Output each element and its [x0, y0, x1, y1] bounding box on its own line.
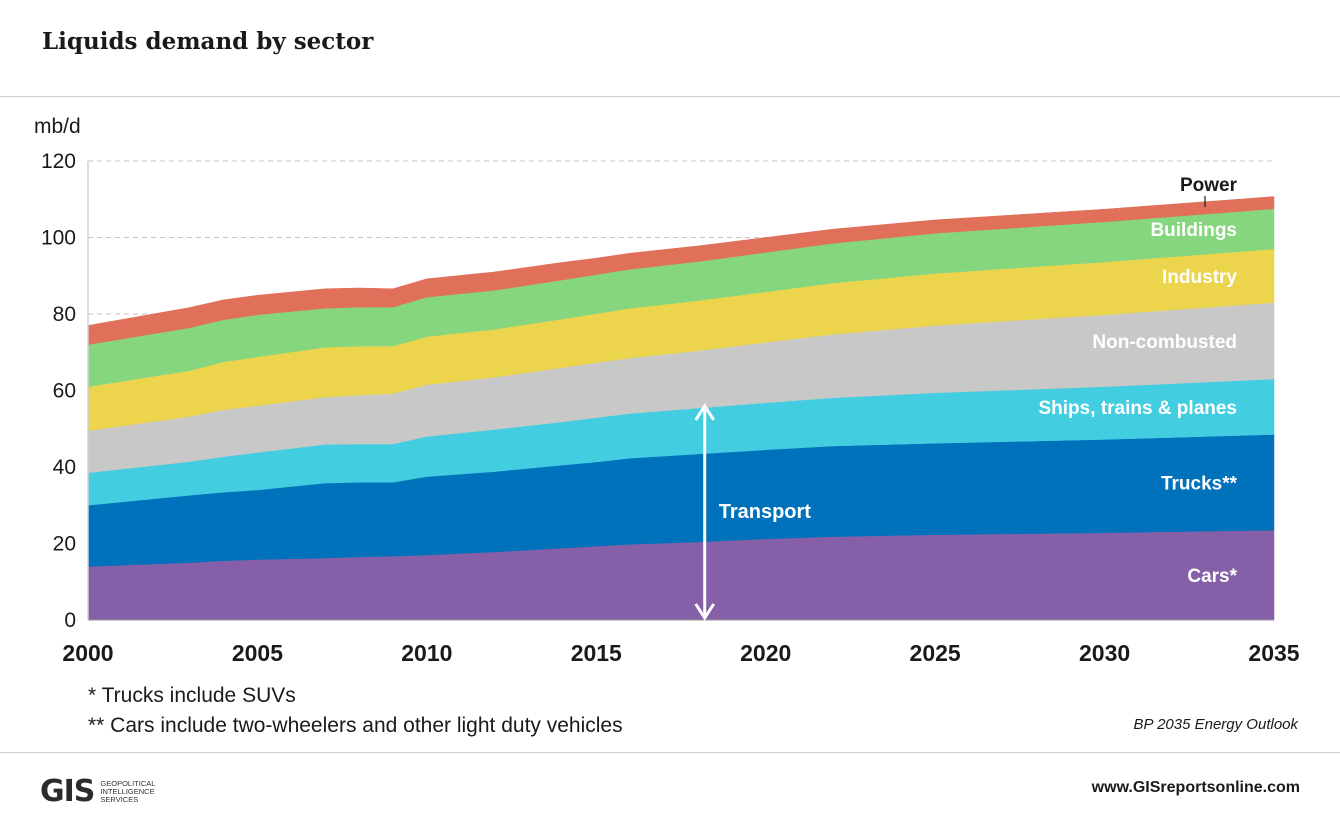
area-power [87, 196, 1275, 345]
y-tick-label: 100 [41, 227, 76, 250]
y-tick-label: 60 [53, 380, 76, 403]
stacked-area-chart: 0 20 40 60 80 100 120 mb/d 2000 2005 2010 2015 2020 2… [34, 115, 1300, 666]
y-tick-label: 20 [53, 533, 76, 556]
x-tick-label: 2025 [910, 640, 961, 666]
chart-title: Liquids demand by sector [42, 28, 374, 55]
gis-logo-mark: GIS [40, 774, 95, 809]
series-label-trucks: Trucks** [1161, 473, 1238, 494]
x-tick-label: 2030 [1079, 640, 1130, 666]
x-tick-label: 2000 [62, 640, 113, 666]
header-divider [0, 96, 1340, 97]
footnote-cars: ** Cars include two-wheelers and other l… [88, 714, 623, 737]
footer-divider [0, 752, 1340, 753]
series-label-power: Power [1180, 175, 1238, 196]
x-tick-label: 2015 [571, 640, 622, 666]
series-label-buildings: Buildings [1150, 220, 1237, 241]
x-tick-label: 2005 [232, 640, 283, 666]
logo-text-line: GEOPOLITICAL [100, 778, 156, 788]
website-url[interactable]: www.GISreportsonline.com [1091, 779, 1300, 796]
transport-label: Transport [719, 501, 812, 523]
footnote-trucks: * Trucks include SUVs [88, 684, 296, 707]
series-label-ships-trains-planes: Ships, trains & planes [1039, 398, 1238, 419]
y-tick-label: 0 [64, 609, 76, 632]
y-tick-label: 80 [53, 303, 76, 326]
logo-text-line: SERVICES [100, 794, 139, 804]
x-tick-label: 2020 [740, 640, 791, 666]
y-tick-label: 120 [41, 150, 76, 173]
gis-logo: GIS GEOPOLITICAL INTELLIGENCE SERVICES [40, 774, 155, 809]
x-tick-label: 2010 [401, 640, 452, 666]
series-label-cars: Cars* [1187, 566, 1237, 587]
gis-logo-text: GEOPOLITICAL INTELLIGENCE SERVICES [100, 778, 156, 804]
transport-arrow-head-top [694, 403, 715, 421]
y-axis-label: mb/d [34, 115, 81, 138]
logo-text-line: INTELLIGENCE [100, 786, 155, 796]
transport-arrow-head-bottom [694, 603, 715, 621]
y-tick-label: 40 [53, 456, 76, 479]
source-note: BP 2035 Energy Outlook [1133, 716, 1298, 733]
series-label-non-combusted: Non-combusted [1092, 332, 1237, 353]
series-label-industry: Industry [1162, 267, 1237, 288]
x-tick-label: 2035 [1248, 640, 1299, 666]
